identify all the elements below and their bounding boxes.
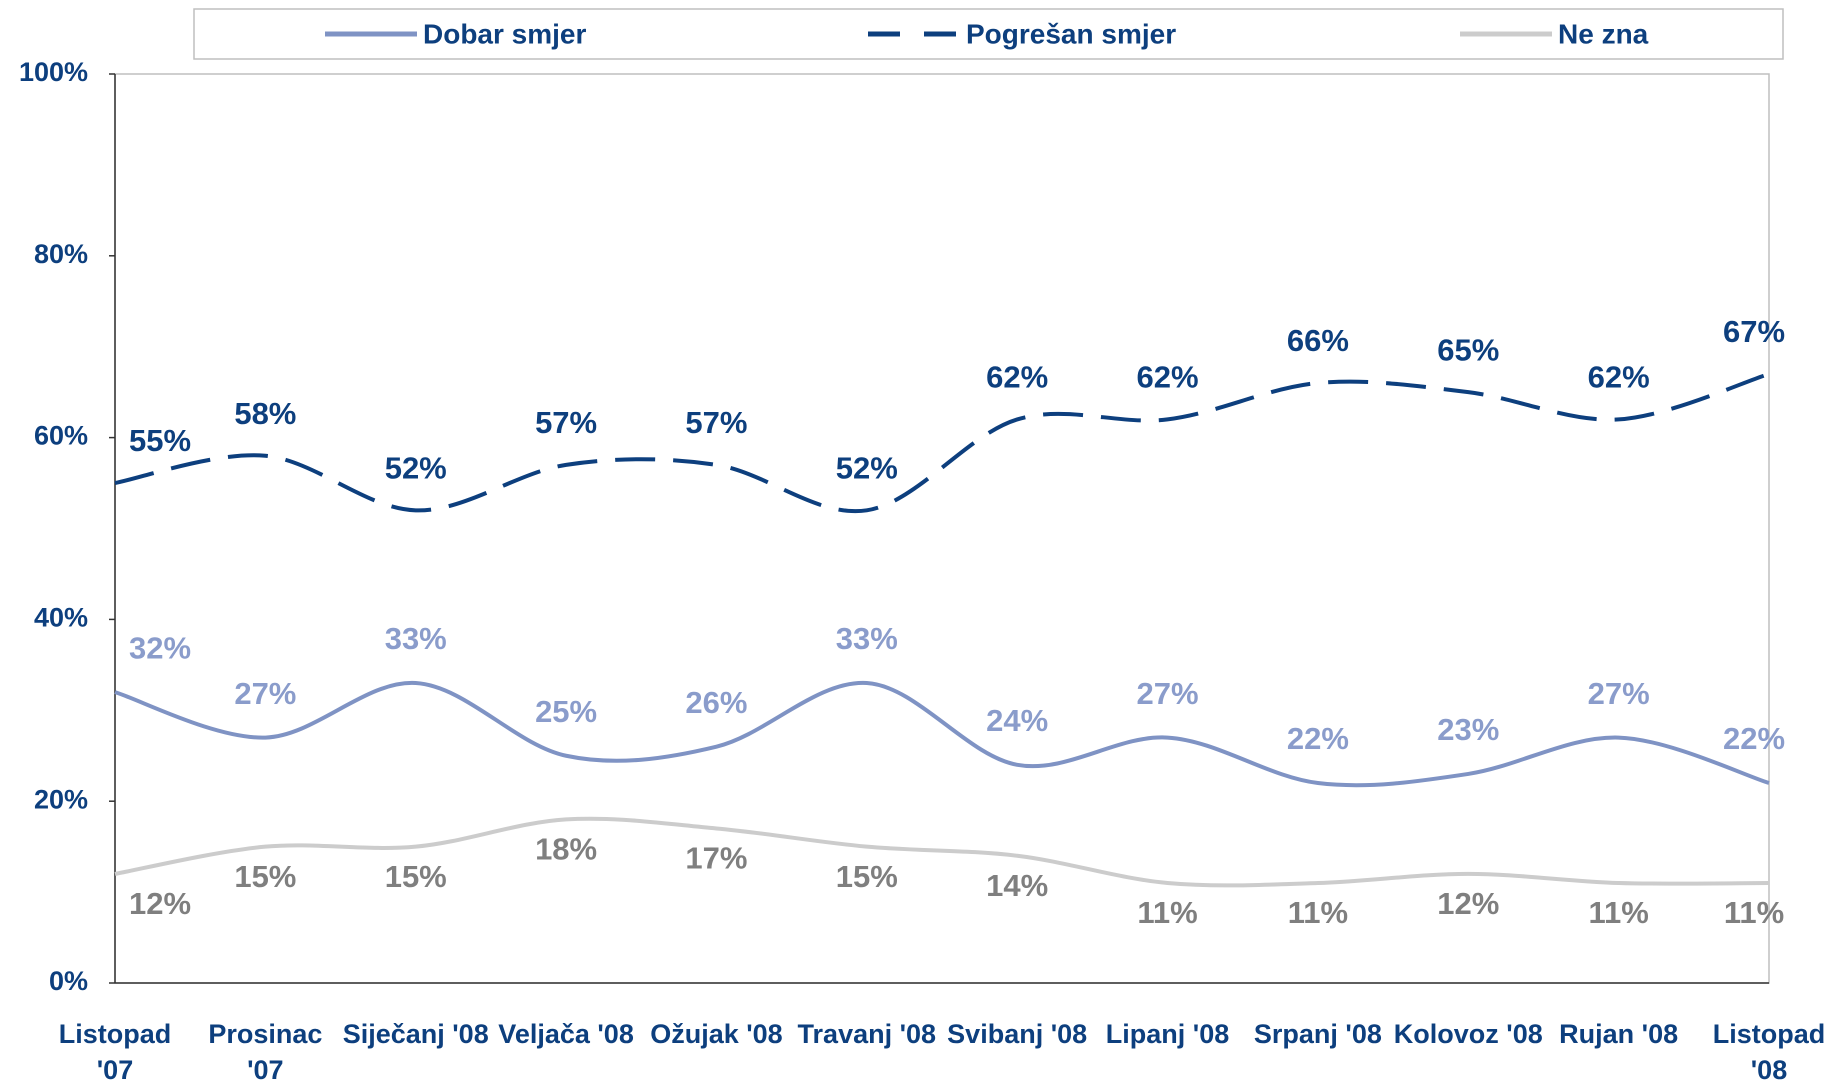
x-tick-label: Veljača '08 (498, 1019, 634, 1049)
x-tick-label: Siječanj '08 (342, 1019, 489, 1049)
data-label: 18% (535, 832, 597, 867)
data-label: 12% (1437, 886, 1499, 921)
data-label: 15% (385, 859, 447, 894)
x-tick-label: Listopad '07 (58, 1019, 172, 1085)
y-tick-label: 0% (49, 966, 88, 996)
x-tick-label: Ožujak '08 (650, 1019, 783, 1049)
data-label: 22% (1723, 721, 1785, 756)
data-label: 33% (836, 621, 898, 656)
data-label: 12% (129, 886, 191, 921)
data-label: 14% (986, 868, 1048, 903)
data-label: 32% (129, 630, 191, 665)
data-label: 67% (1723, 314, 1785, 349)
data-label: 52% (836, 451, 898, 486)
data-label: 65% (1437, 332, 1499, 367)
data-label: 57% (685, 405, 747, 440)
x-tick-label: Prosinac '07 (208, 1019, 323, 1085)
data-label: 24% (986, 703, 1048, 738)
data-label: 15% (836, 859, 898, 894)
y-tick-label: 40% (34, 603, 88, 633)
data-label: 17% (685, 841, 747, 876)
data-label: 62% (1588, 360, 1650, 395)
x-tick-label: Rujan '08 (1559, 1019, 1679, 1049)
x-tick-label: Listopad '08 (1712, 1019, 1826, 1085)
data-label: 57% (535, 405, 597, 440)
x-tick-label: Srpanj '08 (1253, 1019, 1382, 1049)
x-tick-label: Svibanj '08 (947, 1019, 1088, 1049)
series-line (114, 372, 1770, 514)
data-label: 11% (1724, 895, 1784, 930)
data-label: 27% (1588, 676, 1650, 711)
data-label: 55% (129, 423, 191, 458)
legend-label: Pogrešan smjer (966, 18, 1176, 49)
data-label: 33% (385, 621, 447, 656)
data-label: 62% (1137, 360, 1199, 395)
data-label: 11% (1288, 895, 1348, 930)
data-label: 66% (1287, 323, 1349, 358)
data-label: 25% (535, 694, 597, 729)
y-tick-label: 80% (34, 239, 88, 269)
x-tick-label: Travanj '08 (797, 1019, 937, 1049)
data-label: 27% (1137, 676, 1199, 711)
data-label: 15% (234, 859, 296, 894)
y-tick-label: 20% (34, 784, 88, 814)
y-tick-label: 100% (19, 57, 88, 87)
data-label: 11% (1588, 895, 1648, 930)
series-line (114, 816, 1770, 888)
data-label: 52% (385, 451, 447, 486)
x-tick-label: Kolovoz '08 (1393, 1019, 1543, 1049)
data-label: 62% (986, 360, 1048, 395)
data-label: 22% (1287, 721, 1349, 756)
data-label: 23% (1437, 712, 1499, 747)
y-tick-label: 60% (34, 421, 88, 451)
data-label: 27% (234, 676, 296, 711)
data-label: 26% (685, 685, 747, 720)
data-label: 11% (1137, 895, 1197, 930)
legend-label: Dobar smjer (423, 18, 586, 49)
data-label: 58% (234, 396, 296, 431)
series-line (114, 681, 1770, 788)
legend-label: Ne zna (1558, 18, 1649, 49)
x-tick-label: Lipanj '08 (1105, 1019, 1230, 1049)
legend-box (193, 8, 1784, 60)
